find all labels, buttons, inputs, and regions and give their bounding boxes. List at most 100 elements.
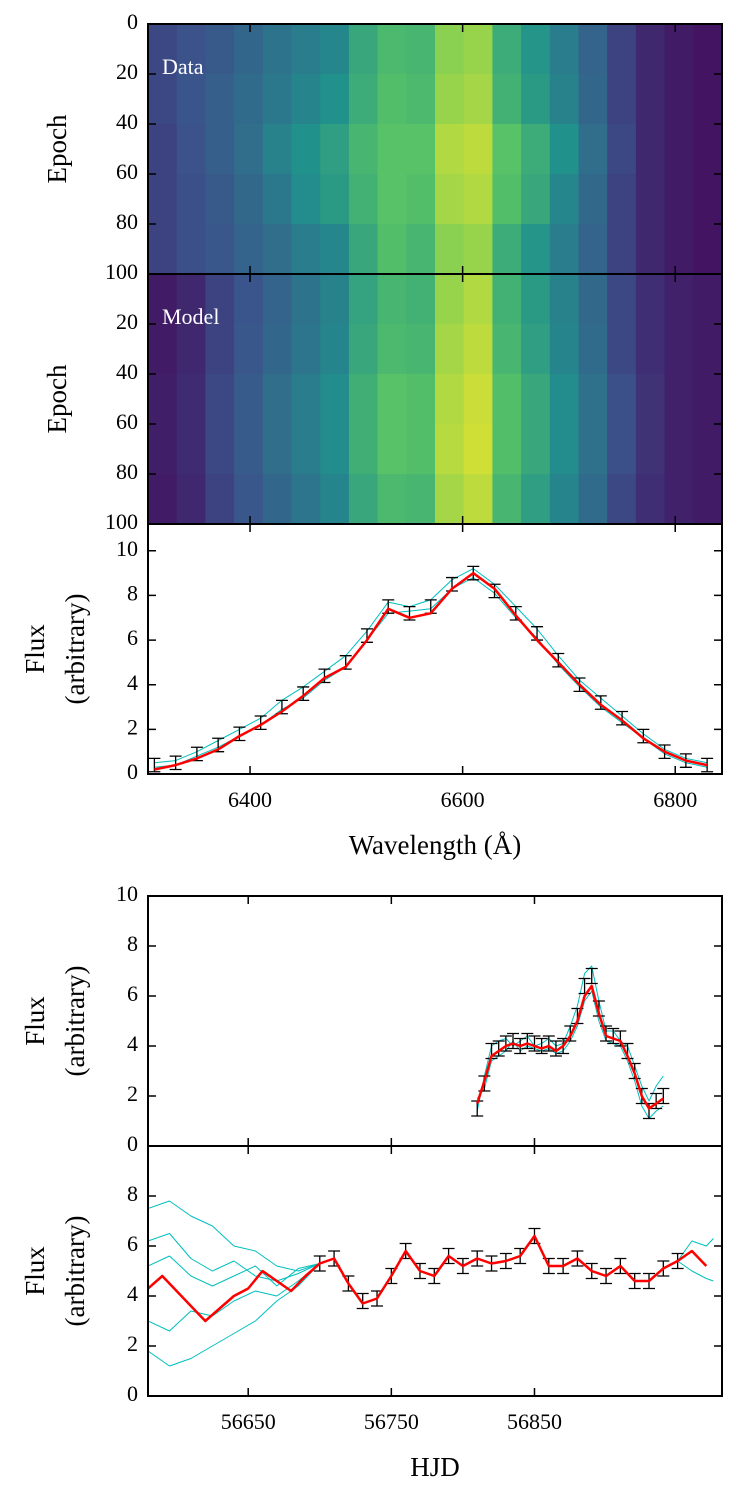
x-axis-label: Wavelength (Å) [349, 830, 522, 860]
y-tick-label: 10 [116, 881, 138, 906]
heatmap-cell [664, 474, 694, 524]
heatmap-cell [234, 24, 264, 75]
heatmap-cell [377, 274, 407, 325]
heatmap-cell [578, 24, 608, 75]
plot-area [148, 1200, 714, 1367]
heatmap-cell [205, 174, 235, 225]
heatmap-cell [635, 274, 666, 325]
y-axis-label: Flux [20, 624, 50, 674]
heatmap-cell [148, 474, 178, 524]
heatmap-cell [291, 124, 321, 175]
heatmap-cell [578, 274, 608, 325]
plot-area [148, 24, 722, 274]
heatmap-cell [176, 174, 206, 225]
error-bar [637, 728, 650, 744]
error-bar [607, 1027, 620, 1045]
heatmap-cell [176, 374, 206, 425]
heatmap-cell [492, 324, 522, 375]
heatmap-cell [693, 374, 722, 425]
error-bar [148, 757, 161, 773]
heatmap-cell [578, 124, 608, 175]
heatmap-cell [291, 374, 321, 425]
heatmap-cell [148, 374, 178, 425]
heatmap-cell [521, 474, 551, 524]
panel: 0 20 40 60 80 100 Epoch Data [42, 9, 723, 284]
error-bars [313, 1227, 684, 1310]
heatmap-cell [262, 24, 292, 75]
heatmap-cell [348, 174, 379, 225]
heatmap-cell [148, 74, 178, 125]
heatmap-cell [320, 274, 350, 325]
error-bar [521, 1032, 534, 1050]
y-tick-label: 0 [127, 759, 138, 784]
error-bar [578, 977, 591, 995]
heatmap-cell [693, 74, 722, 125]
heatmap-cell [492, 474, 522, 524]
series-line [154, 568, 708, 764]
heatmap-cell [463, 124, 493, 175]
heatmap-cell [291, 174, 321, 225]
error-bar [528, 1035, 541, 1052]
heatmap-cell [234, 324, 264, 375]
y-tick-label: 2 [127, 1331, 138, 1356]
heatmap-cell [693, 474, 722, 524]
y-tick-label: 60 [116, 159, 138, 184]
x-tick-label: 6400 [228, 787, 272, 812]
x-tick-label: 6800 [653, 787, 697, 812]
heatmap-cell [348, 374, 379, 425]
heatmap-cell [348, 474, 379, 524]
heatmap-cell [435, 424, 465, 475]
heatmap-cell [664, 374, 694, 425]
heatmap-cell [205, 474, 235, 524]
heatmap-cell [521, 174, 551, 225]
heatmap-cell [377, 174, 407, 225]
heatmap-cell [693, 224, 722, 274]
series-line [476, 990, 664, 1119]
heatmap-cell [693, 274, 722, 325]
heatmap-cell [607, 124, 637, 175]
heatmap-cell [377, 124, 407, 175]
heatmap-cell [205, 324, 235, 375]
y-axis-label: Epoch [42, 364, 72, 433]
panel: 6400 6600 6800 0 2 4 6 8 10 Flux (arbitrary) Wavele… [20, 523, 723, 860]
x-axis-label: HJD [410, 1452, 460, 1482]
heatmap-cell [463, 324, 493, 375]
plot-area [148, 565, 714, 773]
heatmap-cell [578, 174, 608, 225]
heatmap-cell [234, 274, 264, 325]
heatmap-cell [406, 74, 436, 125]
heatmap-cell [234, 374, 264, 425]
heatmap-cell [406, 224, 436, 274]
heatmap-cell [205, 424, 235, 475]
heatmap-cell [549, 324, 579, 375]
heatmap-cell [435, 324, 465, 375]
heatmap-cell [607, 174, 637, 225]
heatmap-cell [176, 324, 206, 375]
heatmap-cell [320, 424, 350, 475]
heatmap-cell [607, 474, 637, 524]
heatmap-cell [377, 374, 407, 425]
heatmap-cell [262, 374, 292, 425]
y-tick-label: 40 [116, 109, 138, 134]
heatmap-cell [234, 174, 264, 225]
heatmap-cell [635, 24, 666, 75]
heatmap-cell [607, 74, 637, 125]
heatmap-cell [549, 474, 579, 524]
heatmap-cell [234, 424, 264, 475]
heatmap-cell [176, 124, 206, 175]
error-bar [585, 967, 598, 985]
heatmap-cell [348, 274, 379, 325]
heatmap-cell [377, 324, 407, 375]
heatmap-cell [348, 324, 379, 375]
heatmap-cell [377, 474, 407, 524]
heatmap-cell [320, 324, 350, 375]
plot-frame [147, 1145, 723, 1397]
y-axis-label: Flux [20, 996, 50, 1046]
heatmap-cell [549, 174, 579, 225]
heatmap-cell [492, 124, 522, 175]
heatmap-cell [320, 224, 350, 274]
heatmap-cell [578, 324, 608, 375]
heatmap-cell [291, 324, 321, 375]
heatmap-cell [205, 224, 235, 274]
